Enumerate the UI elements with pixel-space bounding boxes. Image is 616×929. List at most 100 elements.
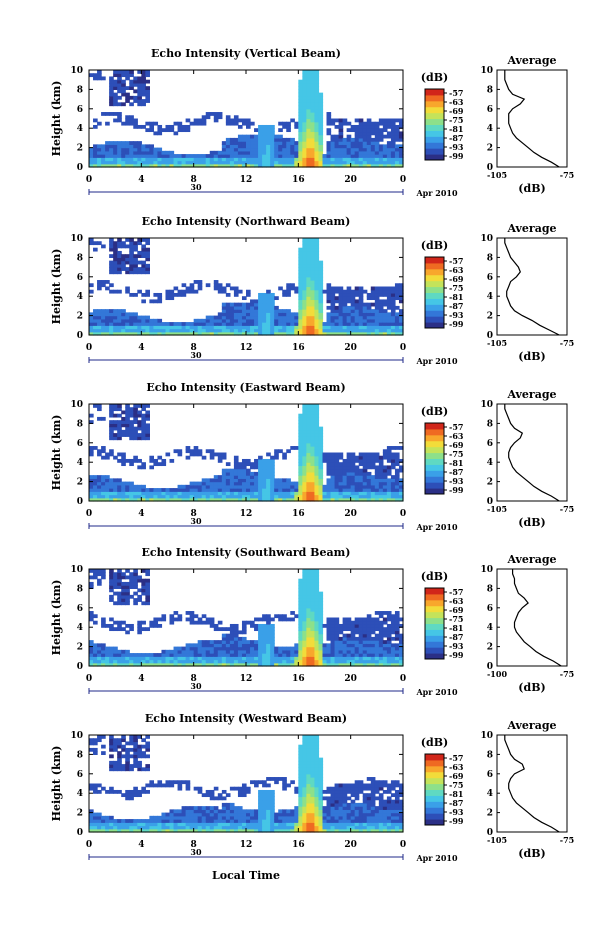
heatmap-cell xyxy=(153,292,159,297)
colorbar-swatch xyxy=(425,304,444,311)
heatmap-cell xyxy=(374,481,380,486)
heatmap-cell xyxy=(125,115,130,120)
heatmap-cell xyxy=(350,318,356,323)
x-tick-label: 20 xyxy=(344,509,357,519)
heatmap-cell xyxy=(217,318,223,323)
heatmap-cell xyxy=(338,160,344,165)
heatmap-cell xyxy=(117,115,122,120)
heatmap-cell xyxy=(201,494,207,499)
heatmap-cell xyxy=(278,656,283,661)
heatmap-cell xyxy=(193,643,199,648)
heatmap-cell xyxy=(374,296,380,301)
heatmap-cell xyxy=(197,789,203,794)
heatmap-cell xyxy=(314,322,320,326)
heatmap-cell xyxy=(370,630,376,635)
heatmap-cell xyxy=(117,160,122,165)
heatmap-cell xyxy=(358,299,364,304)
heatmap-cell xyxy=(197,331,203,336)
heatmap-cell xyxy=(298,484,303,489)
heatmap-cell xyxy=(125,257,130,262)
heatmap-cell xyxy=(270,296,275,301)
heatmap-cell xyxy=(306,429,312,434)
heatmap-cell xyxy=(237,141,243,145)
heatmap-cell xyxy=(298,134,303,139)
heatmap-cell xyxy=(125,141,130,145)
heatmap-cell xyxy=(326,617,332,622)
heatmap-cell xyxy=(306,331,312,336)
heatmap-cell xyxy=(201,643,207,648)
heatmap-cell xyxy=(97,147,102,152)
heatmap-cell xyxy=(290,322,295,326)
heatmap-cell xyxy=(109,484,114,489)
heatmap-cell xyxy=(342,318,348,323)
heatmap-cell xyxy=(298,286,303,291)
heatmap-cell xyxy=(330,302,336,307)
heatmap-cell xyxy=(370,455,376,460)
heatmap-cell xyxy=(141,491,146,496)
heatmap-cell xyxy=(209,491,215,496)
heatmap-cell xyxy=(302,623,307,628)
heatmap-cell xyxy=(121,659,126,664)
heatmap-cell xyxy=(358,322,364,326)
heatmap-cell xyxy=(117,144,122,149)
heatmap-cell xyxy=(310,656,316,661)
heatmap-cell xyxy=(302,238,307,242)
heatmap-cell xyxy=(370,309,376,313)
average-profile-line xyxy=(512,569,562,667)
heatmap-cell xyxy=(374,649,380,654)
heatmap-cell xyxy=(318,649,324,654)
heatmap-cell xyxy=(101,822,106,827)
heatmap-cell xyxy=(270,147,275,152)
heatmap-cell xyxy=(145,754,150,759)
heatmap-cell xyxy=(125,594,130,599)
heatmap-cell xyxy=(354,662,360,667)
heatmap-cell xyxy=(229,481,235,486)
heatmap-cell xyxy=(302,607,307,612)
heatmap-cell xyxy=(266,659,271,664)
heatmap-cell xyxy=(129,118,134,123)
heatmap-cell xyxy=(334,305,340,310)
heatmap-cell xyxy=(286,292,291,297)
heatmap-cell xyxy=(310,154,316,158)
heatmap-cell xyxy=(145,598,150,602)
heatmap-cell xyxy=(121,491,126,496)
heatmap-cell xyxy=(145,662,150,667)
heatmap-cell xyxy=(109,646,114,651)
heatmap-cell xyxy=(97,160,102,165)
heatmap-cell xyxy=(201,484,207,489)
heatmap-cell xyxy=(302,147,307,152)
heatmap-cell xyxy=(101,643,106,648)
heatmap-cell xyxy=(366,322,372,326)
heatmap-cell xyxy=(93,656,98,661)
heatmap-cell xyxy=(318,318,324,323)
heatmap-cell xyxy=(354,488,360,492)
heatmap-cell xyxy=(246,121,251,126)
heatmap-cell xyxy=(354,484,360,489)
heatmap-cell xyxy=(374,160,380,165)
heatmap-cell xyxy=(129,322,134,326)
heatmap-cell xyxy=(262,481,267,486)
heatmap-cell xyxy=(185,828,191,833)
heatmap-cell xyxy=(294,163,299,168)
heatmap-cell xyxy=(149,124,155,129)
heatmap-cell xyxy=(326,115,332,120)
heatmap-cell xyxy=(306,591,312,596)
heatmap-cell xyxy=(149,819,155,823)
heatmap-cell xyxy=(117,819,122,823)
heatmap-cell xyxy=(262,643,267,648)
heatmap-cell xyxy=(290,780,295,785)
heatmap-cell xyxy=(137,764,142,768)
heatmap-cell xyxy=(370,331,376,336)
heatmap-cell xyxy=(394,468,400,473)
heatmap-cell xyxy=(145,822,150,827)
heatmap-cell xyxy=(270,802,275,807)
heatmap-cell xyxy=(334,144,340,149)
heatmap-cell xyxy=(278,614,283,619)
heatmap-cell xyxy=(161,494,167,499)
heatmap-cell xyxy=(153,462,159,467)
heatmap-cell xyxy=(97,488,102,492)
heatmap-cell xyxy=(121,572,126,577)
heatmap-cell xyxy=(145,322,150,326)
heatmap-cell xyxy=(370,289,376,294)
heatmap-cell xyxy=(233,147,239,152)
